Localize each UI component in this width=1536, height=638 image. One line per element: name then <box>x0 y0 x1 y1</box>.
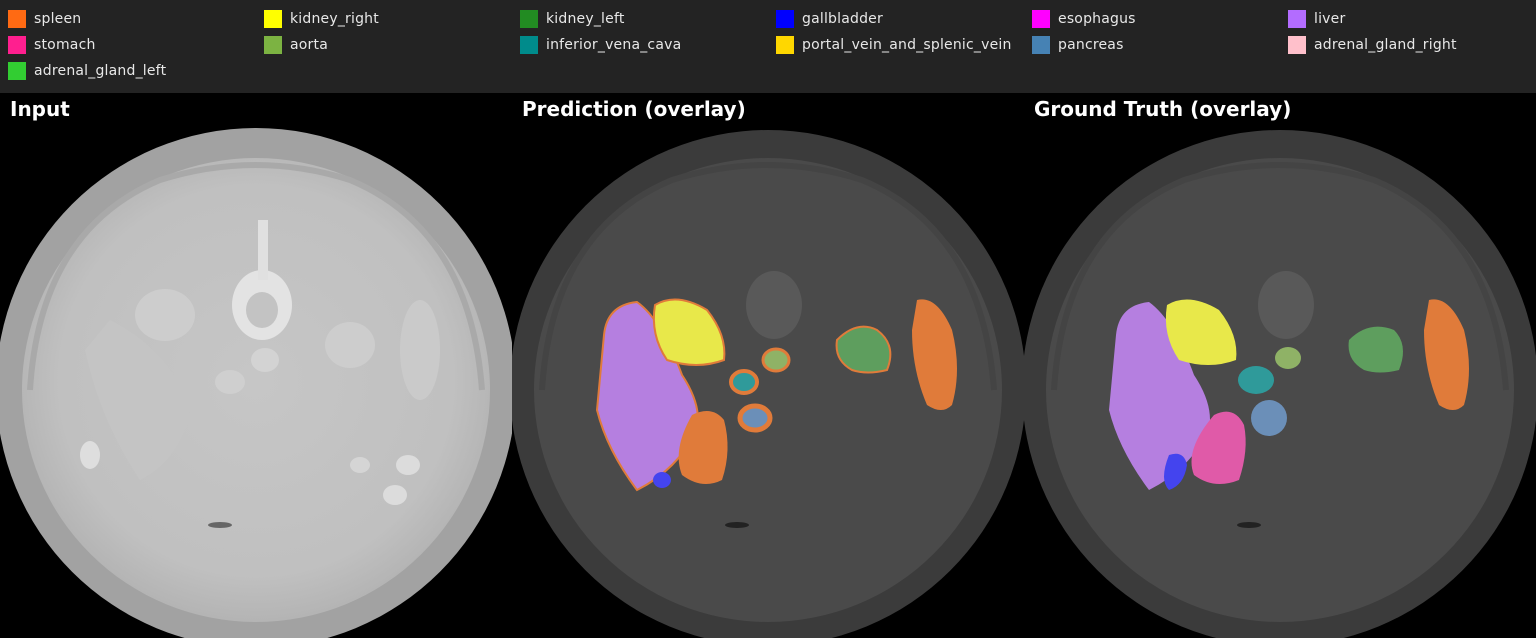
input-panel <box>0 120 512 638</box>
legend-swatch <box>1288 36 1306 54</box>
gallbladder-region <box>1164 453 1187 490</box>
spleen-region <box>912 299 957 410</box>
legend-label: liver <box>1314 11 1346 27</box>
legend-label: adrenal_gland_left <box>34 63 167 79</box>
spleen-region <box>1424 299 1469 410</box>
legend-swatch <box>1032 10 1050 28</box>
legend-swatch <box>1288 10 1306 28</box>
prediction-title: Prediction (overlay) <box>522 97 746 121</box>
legend-swatch <box>264 36 282 54</box>
legend-item-kidney-right: kidney_right <box>264 9 379 29</box>
legend-item-adrenal-gland-right: adrenal_gland_right <box>1288 35 1457 55</box>
stomach-region <box>678 411 728 484</box>
legend-label: pancreas <box>1058 37 1124 53</box>
input-title: Input <box>10 97 70 121</box>
liver-region <box>1109 302 1210 490</box>
legend-item-inferior-vena-cava: inferior_vena_cava <box>520 35 681 55</box>
legend-swatch <box>264 10 282 28</box>
legend-swatch <box>8 36 26 54</box>
kidney-right-region <box>1165 299 1237 365</box>
legend-label: adrenal_gland_right <box>1314 37 1457 53</box>
legend-swatch <box>520 10 538 28</box>
legend-item-portal-vein: portal_vein_and_splenic_vein <box>776 35 1012 55</box>
kidney-left-region <box>1348 326 1403 373</box>
legend-item-adrenal-gland-left: adrenal_gland_left <box>8 61 166 81</box>
legend-swatch <box>520 36 538 54</box>
legend-swatch <box>1032 36 1050 54</box>
legend-item-esophagus: esophagus <box>1032 9 1136 29</box>
legend-item-pancreas: pancreas <box>1032 35 1124 55</box>
pancreas-region <box>1251 400 1287 436</box>
legend-swatch <box>776 36 794 54</box>
gallbladder-region <box>653 472 671 488</box>
ground-truth-title: Ground Truth (overlay) <box>1034 97 1292 121</box>
prediction-overlay-image <box>512 130 1024 638</box>
legend-label: inferior_vena_cava <box>546 37 682 53</box>
legend-swatch <box>8 62 26 80</box>
legend-label: aorta <box>290 37 328 53</box>
legend-label: portal_vein_and_splenic_vein <box>802 37 1012 53</box>
legend-label: spleen <box>34 11 82 27</box>
ivc-region <box>1238 366 1274 394</box>
legend-label: kidney_left <box>546 11 625 27</box>
legend-item-stomach: stomach <box>8 35 96 55</box>
ground-truth-overlay-image <box>1024 130 1536 638</box>
legend-label: kidney_right <box>290 11 379 27</box>
aorta-region <box>761 347 791 373</box>
prediction-panel <box>512 120 1024 638</box>
legend-item-kidney-left: kidney_left <box>520 9 625 29</box>
legend-item-spleen: spleen <box>8 9 81 29</box>
input-ct-slice <box>0 128 512 638</box>
legend-item-liver: liver <box>1288 9 1345 29</box>
legend: spleen kidney_right kidney_left gallblad… <box>0 0 1536 93</box>
legend-swatch <box>776 10 794 28</box>
legend-item-gallbladder: gallbladder <box>776 9 883 29</box>
legend-label: esophagus <box>1058 11 1136 27</box>
aorta-region <box>1275 347 1301 369</box>
kidney-right-region <box>652 298 726 366</box>
ground-truth-panel <box>1024 120 1536 638</box>
pancreas-region <box>737 403 773 433</box>
stomach-region <box>1191 411 1246 484</box>
legend-item-aorta: aorta <box>264 35 328 55</box>
legend-swatch <box>8 10 26 28</box>
kidney-left-region <box>835 325 892 374</box>
legend-label: gallbladder <box>802 11 883 27</box>
legend-label: stomach <box>34 37 96 53</box>
ivc-region <box>729 369 759 395</box>
